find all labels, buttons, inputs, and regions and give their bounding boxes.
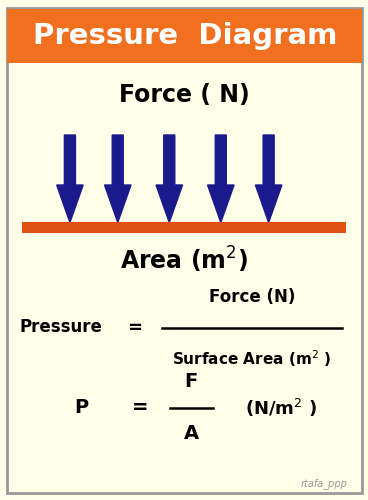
Text: Surface Area (m$^2$ ): Surface Area (m$^2$ ) <box>172 348 332 369</box>
Bar <box>7 8 362 62</box>
Text: =: = <box>132 398 148 417</box>
Text: =: = <box>127 318 142 336</box>
Text: P: P <box>74 398 88 417</box>
FancyArrow shape <box>208 135 234 222</box>
Text: Area (m$^2$): Area (m$^2$) <box>120 245 248 275</box>
Text: Force (N): Force (N) <box>209 288 295 306</box>
Text: rtafa_ppp: rtafa_ppp <box>300 478 347 489</box>
Text: Pressure: Pressure <box>19 318 102 336</box>
FancyArrow shape <box>255 135 282 222</box>
Text: A: A <box>184 424 199 443</box>
Text: Force ( N): Force ( N) <box>118 83 250 107</box>
FancyArrow shape <box>57 135 83 222</box>
Text: (N/m$^2$ ): (N/m$^2$ ) <box>245 396 318 418</box>
Bar <box>22 222 346 232</box>
Text: Pressure  Diagram: Pressure Diagram <box>33 22 337 50</box>
FancyArrow shape <box>105 135 131 222</box>
FancyArrow shape <box>156 135 183 222</box>
Text: F: F <box>185 372 198 391</box>
